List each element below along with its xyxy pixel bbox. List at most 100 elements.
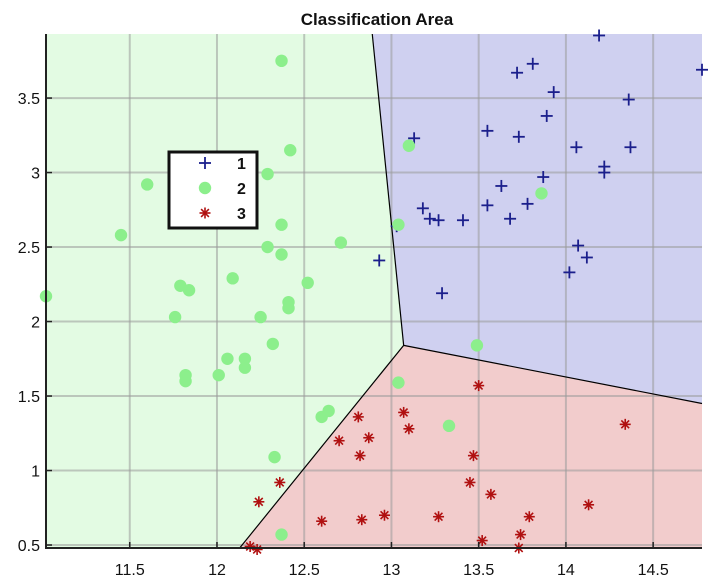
point-class-1 [423, 212, 436, 225]
point-class-1 [526, 57, 539, 70]
point-class-1 [696, 63, 708, 76]
point-class-3 [485, 488, 497, 500]
point-class-3 [523, 511, 535, 523]
asterisk-stroke [355, 451, 365, 461]
point-class-3 [274, 476, 286, 488]
asterisk-stroke [477, 536, 487, 546]
point-class-3 [433, 511, 445, 523]
point-class-2 [470, 339, 484, 352]
y-tick-label: 1 [31, 464, 40, 481]
asterisk-stroke [516, 530, 526, 540]
point-class-2 [261, 167, 274, 181]
legend-marker-3 [199, 207, 211, 219]
y-tick-label: 3 [31, 166, 40, 183]
point-class-2 [261, 240, 274, 254]
region-class-1 [372, 34, 702, 404]
y-tick-label: 2 [31, 315, 40, 332]
point-class-3 [515, 529, 527, 541]
point-class-3 [354, 450, 366, 462]
boundary-line [371, 33, 405, 346]
asterisk-stroke [200, 208, 210, 218]
point-class-2 [334, 236, 348, 249]
point-class-3 [398, 406, 410, 418]
data-points [39, 29, 708, 555]
point-class-2 [392, 218, 405, 231]
boundary-line [403, 344, 703, 405]
point-class-2 [238, 352, 252, 365]
asterisk-stroke [245, 542, 255, 551]
point-class-2 [168, 310, 182, 324]
point-class-2 [140, 178, 154, 191]
axes [45, 34, 702, 549]
asterisk-stroke [254, 497, 264, 507]
grid-lines [46, 34, 702, 548]
point-class-2 [284, 144, 297, 157]
point-class-1 [547, 86, 560, 99]
asterisk-stroke [486, 489, 496, 499]
legend-marker-1 [199, 157, 211, 169]
point-class-3 [251, 543, 263, 555]
point-class-3 [253, 496, 265, 508]
asterisk-stroke [380, 510, 389, 520]
x-tick-label: 11.5 [115, 562, 145, 579]
asterisk-stroke [524, 512, 534, 522]
point-class-2 [315, 410, 328, 424]
point-class-3 [378, 509, 390, 521]
chart-title: Classification Area [301, 10, 454, 29]
point-class-1 [416, 202, 429, 215]
point-class-1 [436, 287, 449, 300]
point-class-2 [402, 139, 416, 152]
legend-label-3: 3 [237, 206, 246, 223]
y-tick-label: 2.5 [18, 240, 40, 257]
asterisk-stroke [404, 424, 414, 434]
point-class-3 [316, 515, 328, 527]
series-1 [373, 29, 708, 300]
asterisk-stroke [465, 477, 475, 487]
asterisk-stroke [357, 515, 367, 525]
legend-label-1: 1 [237, 156, 246, 173]
point-class-3 [583, 499, 595, 511]
point-class-2 [238, 361, 252, 374]
point-class-2 [226, 272, 239, 285]
point-class-1 [504, 212, 517, 225]
point-class-2 [275, 528, 288, 541]
point-class-2 [282, 301, 295, 315]
y-tick-label: 0.5 [18, 538, 40, 555]
point-class-2 [392, 376, 405, 389]
point-class-2 [275, 54, 288, 68]
y-tick-label: 1.5 [18, 389, 40, 406]
point-class-3 [473, 380, 485, 392]
point-class-2 [254, 310, 267, 324]
boundary-line [239, 345, 405, 549]
tick-labels: 11.5 12 12.5 13 13.5 14 14.50.511.522.533.5 [18, 91, 669, 579]
point-class-2 [301, 276, 314, 290]
point-class-1 [456, 214, 469, 227]
asterisk-stroke [334, 436, 344, 446]
point-class-1 [563, 266, 576, 279]
point-class-3 [467, 450, 479, 462]
asterisk-stroke [584, 500, 594, 510]
point-class-3 [464, 476, 476, 488]
point-class-2 [275, 218, 288, 231]
point-class-1 [432, 214, 445, 227]
series-2 [39, 54, 548, 541]
point-class-2 [212, 368, 225, 382]
point-class-1 [408, 132, 421, 145]
point-class-1 [537, 171, 550, 184]
point-class-3 [356, 514, 368, 526]
point-class-1 [570, 141, 583, 154]
series-3 [244, 380, 631, 555]
point-class-3 [363, 432, 375, 444]
asterisk-stroke [399, 407, 409, 417]
point-class-1 [540, 109, 553, 122]
asterisk-stroke [252, 545, 262, 554]
asterisk-stroke [620, 419, 630, 429]
point-class-2 [182, 284, 196, 297]
point-class-1 [593, 29, 606, 42]
point-class-2 [268, 450, 281, 464]
asterisk-stroke [317, 516, 327, 526]
point-class-1 [521, 197, 534, 210]
classification-regions [46, 34, 702, 548]
y-tick-label: 3.5 [18, 91, 40, 108]
point-class-3 [619, 418, 631, 430]
